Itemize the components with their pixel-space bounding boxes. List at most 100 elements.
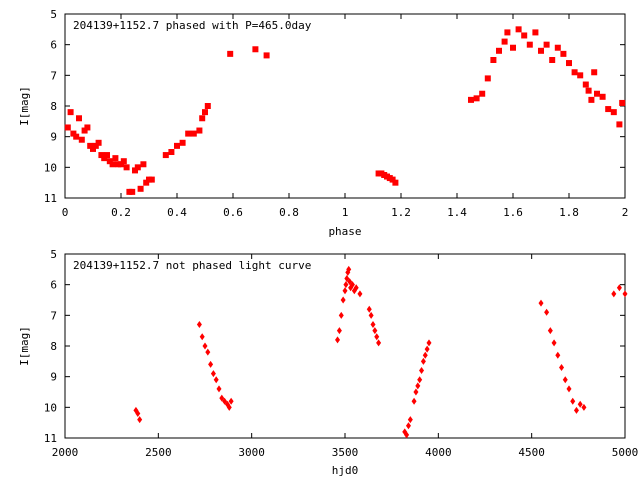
data-point <box>118 161 124 168</box>
data-point <box>216 385 222 393</box>
data-point <box>571 69 578 76</box>
y-axis-label: I[mag] <box>18 86 31 126</box>
data-point <box>581 403 587 411</box>
data-point <box>190 130 197 137</box>
data-point <box>335 336 341 344</box>
data-point <box>76 115 82 122</box>
data-point <box>532 29 539 36</box>
data-point <box>501 38 508 45</box>
x-tick-label: 2000 <box>52 446 79 459</box>
data-point <box>407 416 413 424</box>
data-point <box>67 109 74 116</box>
data-point <box>560 50 567 57</box>
data-point <box>185 130 192 137</box>
data-point <box>109 161 116 168</box>
data-point <box>357 290 363 298</box>
y-tick-label: 7 <box>50 309 57 322</box>
data-point <box>594 90 600 97</box>
y-tick-label: 8 <box>50 100 57 113</box>
data-point <box>591 69 598 76</box>
data-point <box>196 321 202 329</box>
x-tick-label: 4000 <box>425 446 452 459</box>
data-point <box>619 99 626 106</box>
x-tick-label: 0.4 <box>167 206 187 219</box>
data-point <box>577 400 583 408</box>
data-point <box>228 397 234 405</box>
data-point <box>342 287 348 295</box>
data-point <box>208 360 214 368</box>
x-tick-label: 1.2 <box>391 206 411 219</box>
data-point <box>588 96 595 103</box>
data-point <box>555 351 561 359</box>
data-point <box>526 41 533 48</box>
data-point <box>544 308 550 316</box>
data-point <box>547 327 553 335</box>
data-point <box>353 284 359 292</box>
data-point <box>343 281 349 289</box>
data-point <box>227 50 234 57</box>
data-point <box>137 416 143 424</box>
data-point <box>204 103 211 109</box>
data-point <box>168 149 175 155</box>
data-point <box>424 345 430 353</box>
chart-title: 204139+1152.7 phased with P=465.0day <box>73 19 312 32</box>
data-point <box>420 357 426 365</box>
x-tick-label: 0.8 <box>279 206 299 219</box>
data-point <box>376 339 382 347</box>
data-point <box>226 403 232 411</box>
data-point <box>205 348 211 356</box>
data-point <box>372 327 378 335</box>
data-point <box>611 290 617 298</box>
data-point <box>616 284 622 292</box>
data-point <box>417 376 423 384</box>
data-point <box>162 152 169 159</box>
data-point <box>101 155 108 162</box>
data-point <box>521 32 528 39</box>
data-point <box>577 72 584 79</box>
y-tick-label: 5 <box>50 8 57 21</box>
data-point <box>202 342 208 350</box>
data-point <box>95 139 102 146</box>
data-point <box>129 188 136 195</box>
data-point <box>137 185 144 192</box>
data-point <box>78 136 85 143</box>
data-point <box>179 139 186 146</box>
data-point <box>132 167 138 174</box>
data-point <box>370 321 376 329</box>
data-point <box>404 431 410 439</box>
data-point <box>490 57 497 63</box>
data-point <box>389 176 396 183</box>
x-tick-label: 1.8 <box>559 206 579 219</box>
y-axis-label: I[mag] <box>18 326 31 366</box>
data-point <box>622 290 628 298</box>
data-point <box>210 370 216 378</box>
data-point <box>252 46 259 53</box>
x-axis-label: phase <box>328 225 361 238</box>
data-point <box>543 41 550 48</box>
data-point <box>90 145 96 152</box>
y-tick-label: 5 <box>50 248 57 261</box>
x-tick-label: 3000 <box>238 446 265 459</box>
data-point <box>340 296 346 304</box>
data-point <box>134 164 141 171</box>
data-point <box>515 26 522 33</box>
y-tick-label: 6 <box>50 39 57 52</box>
y-tick-label: 10 <box>44 161 57 174</box>
data-point <box>106 158 113 165</box>
data-point <box>202 109 208 116</box>
data-point <box>405 422 411 430</box>
data-point <box>473 95 480 102</box>
data-point <box>199 115 206 122</box>
data-point <box>392 179 399 186</box>
data-point <box>419 367 425 375</box>
data-point <box>616 121 623 128</box>
data-point <box>346 265 352 273</box>
data-point <box>336 327 342 335</box>
data-point <box>92 142 99 149</box>
chart-title: 204139+1152.7 not phased light curve <box>73 259 311 272</box>
data-point <box>411 397 417 405</box>
x-tick-label: 0 <box>62 206 69 219</box>
data-point <box>559 363 565 371</box>
x-tick-label: 0.2 <box>111 206 131 219</box>
